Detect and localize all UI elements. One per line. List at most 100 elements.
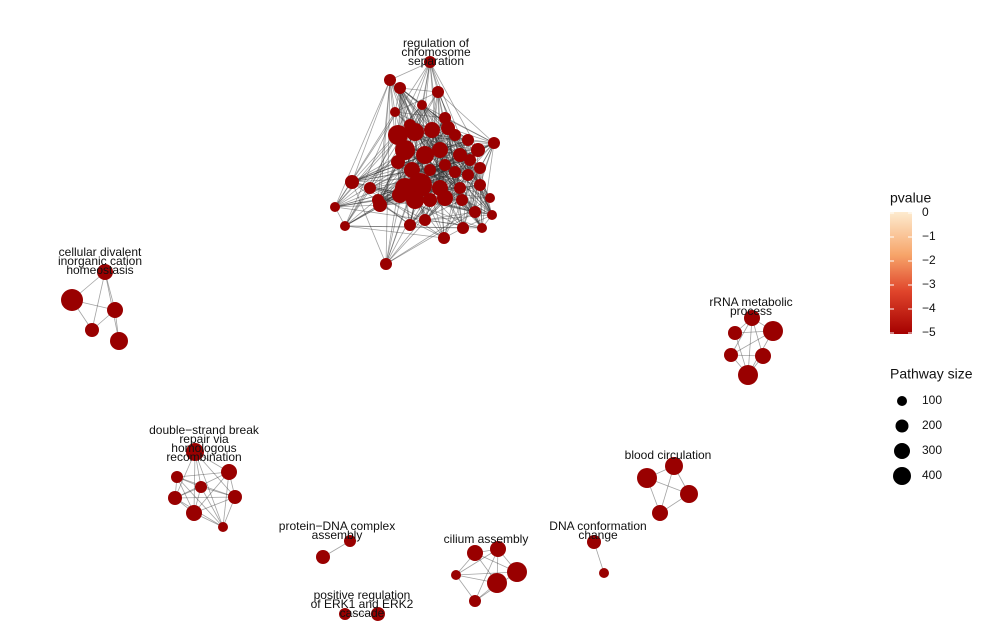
color-tick-label: −3 (922, 277, 936, 291)
edge (394, 111, 446, 119)
node (419, 214, 431, 226)
edge (424, 214, 493, 221)
node (457, 222, 469, 234)
node (404, 219, 416, 231)
node (474, 179, 486, 191)
node (432, 142, 448, 158)
node (587, 535, 601, 549)
node (372, 194, 384, 206)
node (391, 155, 405, 169)
edge (399, 87, 446, 199)
edge (334, 79, 391, 208)
edge (369, 139, 469, 189)
edge (399, 87, 439, 93)
node (417, 100, 427, 110)
cluster-label: change (578, 528, 618, 542)
node (487, 210, 497, 220)
edge (479, 167, 493, 216)
size-key (893, 467, 911, 485)
node (724, 348, 738, 362)
edge (334, 199, 379, 208)
edge (437, 91, 463, 201)
edge (479, 142, 495, 186)
edge (351, 154, 426, 183)
edge (222, 471, 230, 528)
color-tick-label: −4 (922, 301, 936, 315)
cluster-label: protein−DNA complex (279, 519, 395, 533)
cluster-label: cilium assembly (444, 532, 529, 546)
edge (389, 79, 463, 201)
node (451, 570, 461, 580)
node (171, 471, 183, 483)
color-bar (890, 212, 912, 334)
edge (399, 87, 441, 151)
node (488, 137, 500, 149)
edges (71, 61, 774, 615)
node (228, 490, 242, 504)
edge (385, 79, 391, 265)
node (330, 202, 340, 212)
node (186, 505, 202, 521)
node (344, 535, 356, 547)
edge (447, 127, 464, 229)
edge (411, 169, 481, 186)
color-tick-label: −2 (922, 253, 936, 267)
node (371, 607, 385, 621)
edge (409, 124, 464, 229)
node (744, 310, 760, 326)
node (637, 468, 657, 488)
node (168, 491, 182, 505)
node (439, 159, 451, 171)
node (406, 123, 424, 141)
cluster-label: positive regulation (314, 588, 411, 602)
node (107, 302, 123, 318)
size-key (894, 443, 910, 459)
node (424, 56, 436, 68)
edge (385, 149, 406, 265)
edge (377, 79, 391, 201)
node (406, 191, 424, 209)
edge (411, 117, 446, 171)
edge (455, 571, 518, 576)
cluster-label: rRNA metabolic (709, 295, 792, 309)
edge (176, 476, 224, 528)
edge (424, 142, 495, 221)
node (392, 187, 408, 203)
node (432, 86, 444, 98)
node (221, 464, 237, 480)
node (599, 568, 609, 578)
node (340, 221, 350, 231)
edge (429, 169, 469, 176)
edge (351, 79, 391, 183)
edge (421, 61, 431, 106)
node (424, 164, 436, 176)
edge (174, 496, 236, 499)
node (395, 140, 415, 160)
edge (344, 225, 464, 229)
node (437, 190, 453, 206)
node (388, 125, 408, 145)
edge (399, 87, 411, 126)
size-key (895, 419, 909, 433)
node (423, 193, 437, 207)
cluster-label: chromosome (401, 45, 471, 59)
edge (385, 211, 476, 265)
node (61, 289, 83, 311)
cluster-label: regulation of (403, 36, 470, 50)
node (453, 148, 467, 162)
edge (479, 184, 483, 229)
edge (344, 111, 396, 227)
edge (194, 451, 236, 498)
cluster-label: repair via (179, 432, 229, 446)
edge (479, 167, 483, 229)
node (454, 182, 466, 194)
node (424, 122, 440, 138)
node (110, 332, 128, 350)
edge (474, 548, 499, 602)
edge (344, 225, 445, 239)
cluster-label: blood circulation (625, 448, 712, 462)
node (464, 154, 476, 166)
node (652, 505, 668, 521)
edge (424, 211, 476, 221)
